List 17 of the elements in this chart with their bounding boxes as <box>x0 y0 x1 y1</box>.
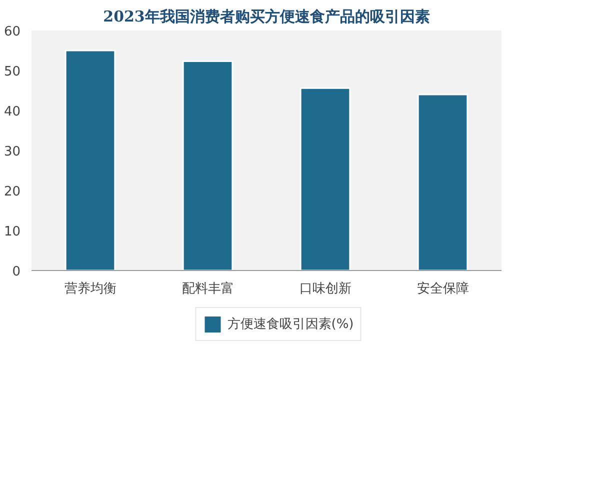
x-tick-label: 配料丰富 <box>182 280 234 296</box>
y-tick-label: 0 <box>12 264 21 280</box>
y-tick-label: 60 <box>4 24 21 40</box>
x-tick-label: 营养均衡 <box>64 280 116 296</box>
x-tick-label: 口味创新 <box>299 282 352 296</box>
chart-title: 2023年我国消费者购买方便速食产品的吸引因素 <box>103 8 430 26</box>
y-tick-label: 40 <box>4 104 21 120</box>
bar <box>417 94 468 270</box>
bar <box>64 50 116 270</box>
y-tick-label: 10 <box>4 224 21 240</box>
y-tick-label: 20 <box>4 184 21 200</box>
bar <box>300 87 351 270</box>
bar <box>182 60 234 270</box>
x-tick-label: 安全保障 <box>416 280 469 296</box>
legend-label: 方便速食吸引因素(%) <box>227 316 354 333</box>
y-tick-label: 50 <box>4 64 21 80</box>
y-tick-label: 30 <box>4 144 21 160</box>
